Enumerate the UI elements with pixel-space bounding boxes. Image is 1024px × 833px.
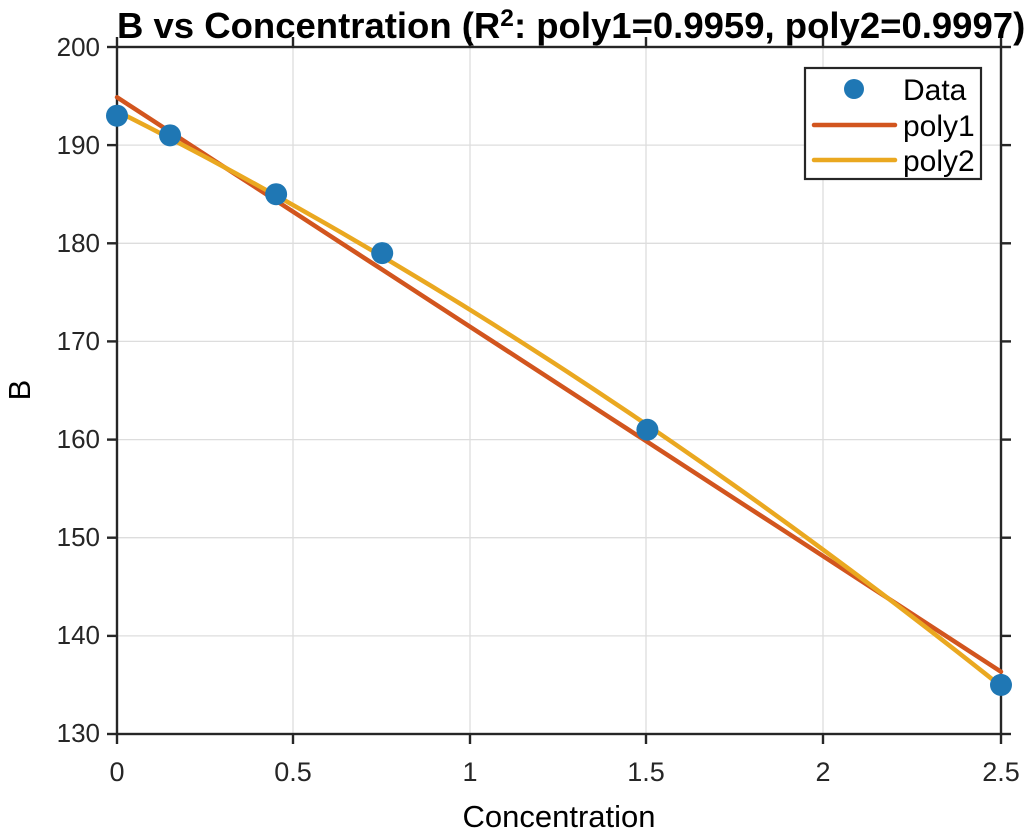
svg-text:150: 150 <box>57 522 100 552</box>
svg-text:Data: Data <box>903 74 967 107</box>
svg-text:0.5: 0.5 <box>274 757 312 787</box>
svg-text:B: B <box>2 380 37 401</box>
svg-text:160: 160 <box>57 424 100 454</box>
svg-text:poly1: poly1 <box>903 110 975 143</box>
svg-text:130: 130 <box>57 718 100 748</box>
svg-text:B vs Concentration (R2: poly1=: B vs Concentration (R2: poly1=0.9959, po… <box>117 5 1024 46</box>
svg-text:190: 190 <box>57 130 100 160</box>
svg-text:2.5: 2.5 <box>982 757 1020 787</box>
svg-text:180: 180 <box>57 228 100 258</box>
svg-text:1: 1 <box>462 757 477 787</box>
svg-text:poly2: poly2 <box>903 145 975 178</box>
svg-text:Concentration: Concentration <box>462 799 655 833</box>
svg-text:170: 170 <box>57 326 100 356</box>
svg-text:1.5: 1.5 <box>627 757 665 787</box>
svg-text:0: 0 <box>109 757 124 787</box>
svg-text:200: 200 <box>57 32 100 62</box>
svg-text:2: 2 <box>815 757 830 787</box>
svg-text:140: 140 <box>57 620 100 650</box>
